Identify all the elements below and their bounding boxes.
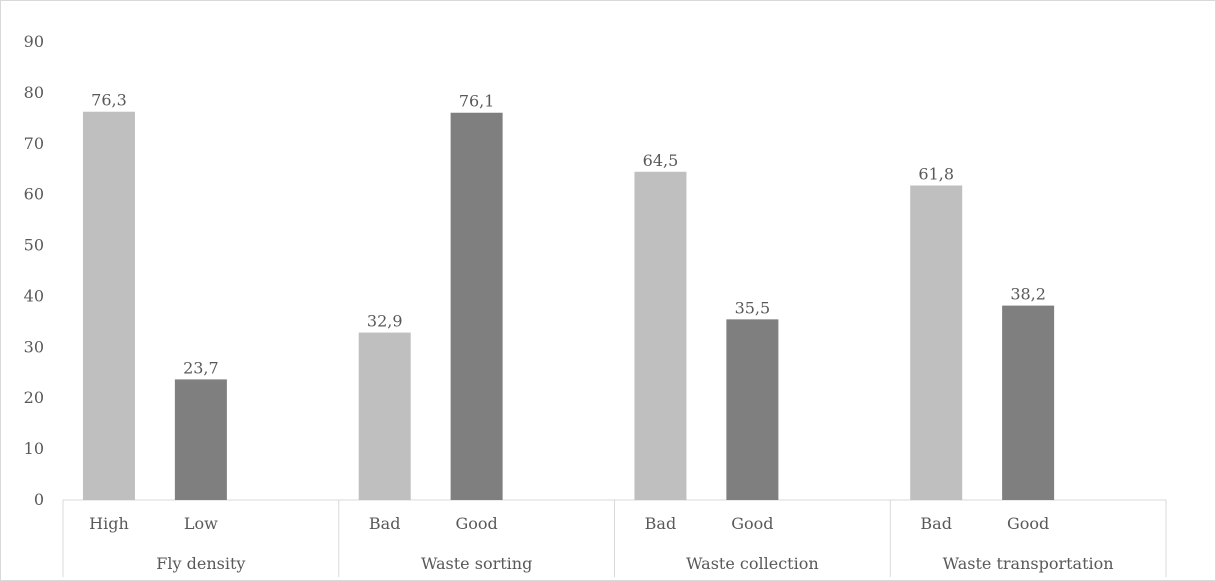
data-label: 76,3 [91, 91, 127, 110]
category-label: Good [731, 514, 773, 533]
bar-waste-sorting-bad [358, 332, 411, 500]
data-label: 64,5 [643, 151, 679, 170]
y-tick-label-70: 70 [24, 134, 44, 153]
category-label: Good [455, 514, 497, 533]
category-label: Bad [920, 514, 952, 533]
data-label: 38,2 [1010, 285, 1046, 304]
bar-waste-transportation-bad [910, 185, 963, 501]
data-label: 35,5 [735, 298, 771, 317]
y-tick-label-90: 90 [24, 32, 44, 51]
data-label: 76,1 [459, 92, 495, 111]
bar-waste-sorting-good [450, 112, 503, 500]
y-tick-label-80: 80 [24, 83, 44, 102]
bar-waste-transportation-good [1002, 305, 1055, 500]
data-label: 32,9 [367, 312, 403, 331]
category-label: Low [184, 514, 218, 533]
bar-waste-collection-good [726, 319, 779, 500]
bar-fly-density-low [174, 379, 227, 500]
group-label: Waste collection [686, 554, 819, 573]
data-label: 23,7 [183, 358, 219, 377]
y-tick-label-20: 20 [24, 388, 44, 407]
bar-waste-collection-bad [634, 171, 687, 500]
category-label: Bad [645, 514, 677, 533]
category-label: High [89, 514, 129, 533]
group-label: Waste transportation [943, 554, 1114, 573]
bar-fly-density-high [82, 111, 135, 501]
category-label: Good [1007, 514, 1049, 533]
y-tick-label-10: 10 [24, 439, 44, 458]
category-label: Bad [369, 514, 401, 533]
y-tick-label-0: 0 [34, 490, 44, 509]
y-tick-label-40: 40 [24, 286, 44, 305]
group-label: Fly density [156, 554, 245, 573]
y-tick-label-30: 30 [24, 337, 44, 356]
group-label: Waste sorting [421, 554, 532, 573]
y-tick-label-50: 50 [24, 236, 44, 255]
data-label: 61,8 [918, 165, 954, 184]
y-tick-label-60: 60 [24, 185, 44, 204]
